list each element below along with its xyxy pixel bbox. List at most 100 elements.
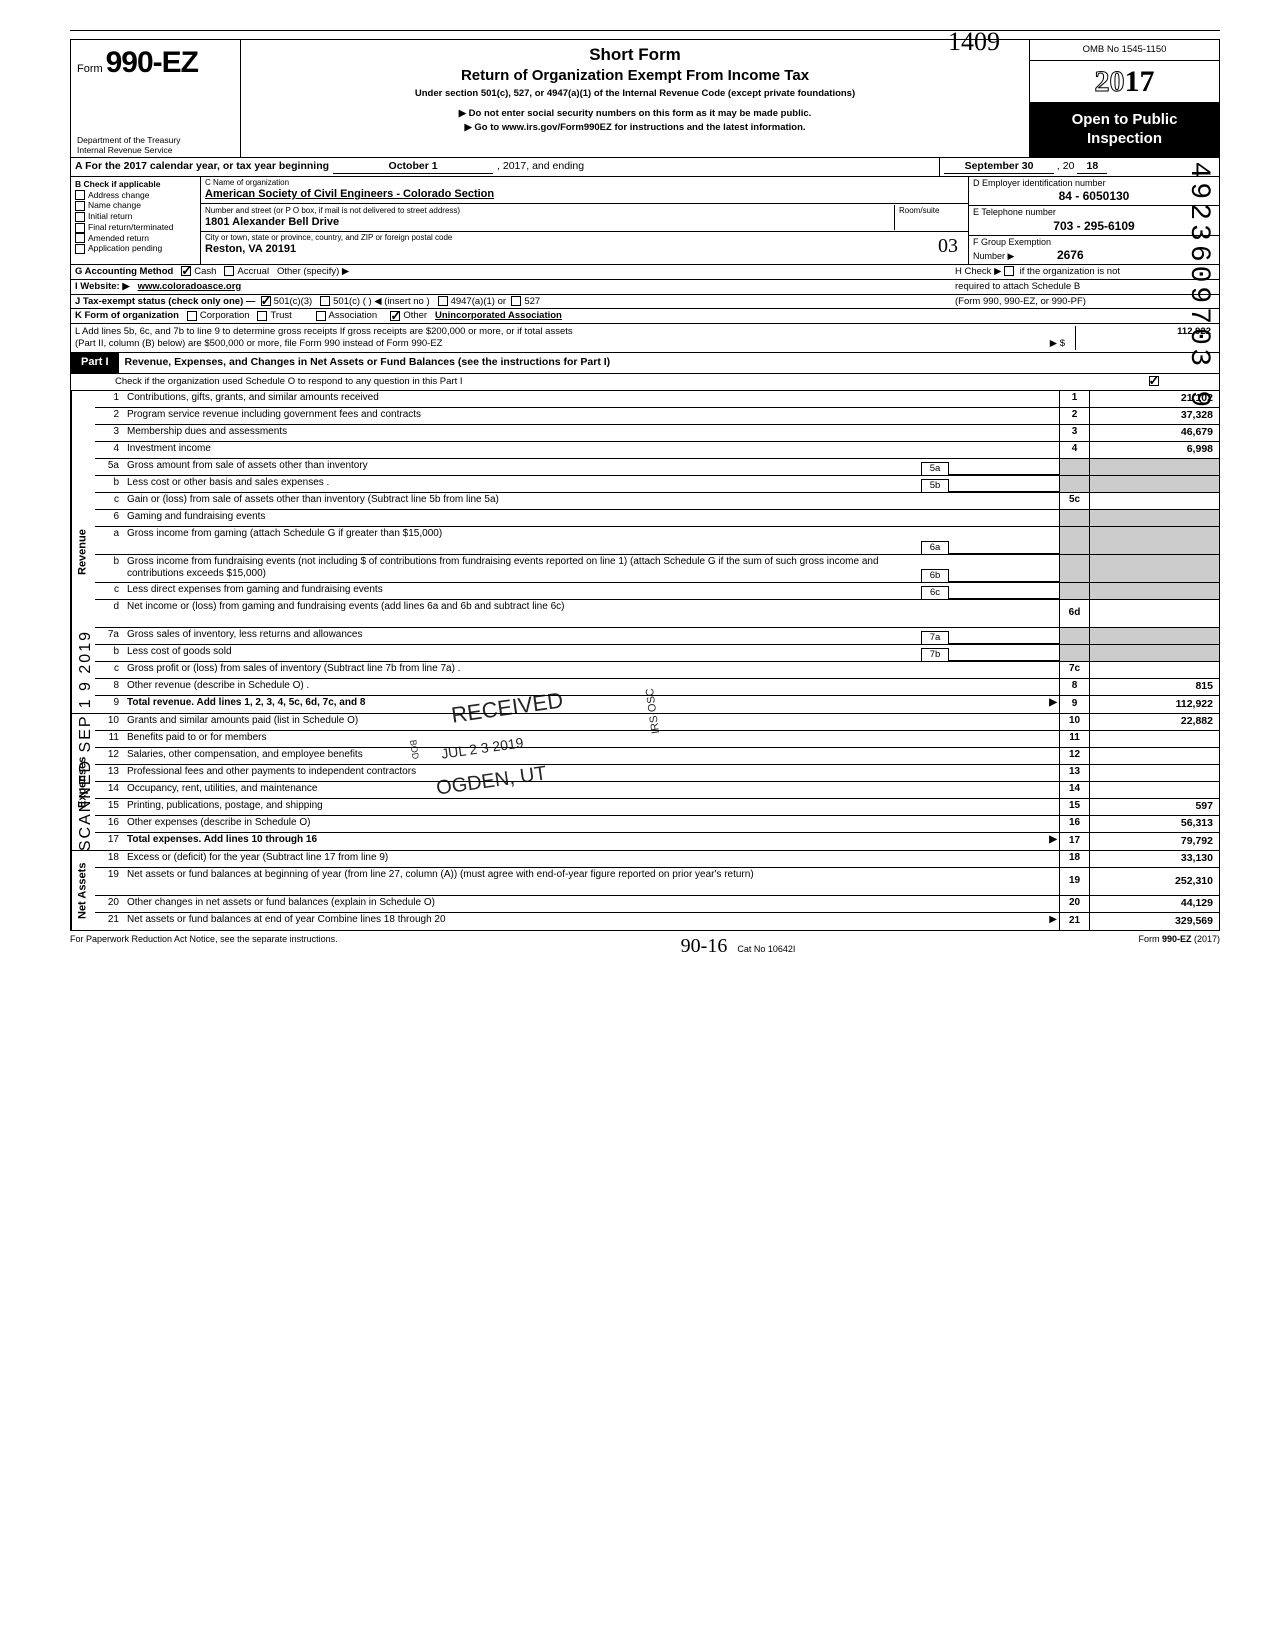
checkbox-527[interactable]	[511, 296, 521, 306]
form-number: 990-EZ	[106, 46, 198, 79]
line-7a: 7a Gross sales of inventory, less return…	[95, 628, 1219, 645]
year-outline: 20	[1095, 65, 1125, 98]
col-b-item: Initial return	[75, 211, 196, 222]
footer-paperwork: For Paperwork Reduction Act Notice, see …	[70, 934, 338, 959]
revenue-section: Revenue 1 Contributions, gifts, grants, …	[70, 391, 1220, 714]
checkbox-corporation[interactable]	[187, 311, 197, 321]
footer-handwritten: 90-16	[681, 935, 728, 957]
line-c: c Less direct expenses from gaming and f…	[95, 583, 1219, 600]
bcd-block: B Check if applicable Address changeName…	[70, 177, 1220, 265]
col-b-item: Final return/terminated	[75, 222, 196, 233]
checkbox-b-item[interactable]	[75, 201, 85, 211]
row-l-text2: (Part II, column (B) below) are $500,000…	[75, 338, 443, 349]
org-address: 1801 Alexander Bell Drive	[205, 216, 339, 228]
h-check-text: if the organization is not	[1017, 266, 1120, 277]
checkbox-schedule-o[interactable]	[1149, 376, 1159, 386]
other-org-value: Unincorporated Association	[435, 310, 562, 321]
line-3: 3 Membership dues and assessments 3 46,6…	[95, 425, 1219, 442]
website-label: I Website: ▶	[75, 281, 130, 292]
h-check-label: H Check ▶	[955, 266, 1004, 277]
checkbox-b-item[interactable]	[75, 244, 85, 254]
checkbox-trust[interactable]	[257, 311, 267, 321]
line-19: 19 Net assets or fund balances at beginn…	[95, 868, 1219, 896]
row-l: L Add lines 5b, 6c, and 7b to line 9 to …	[70, 324, 1220, 353]
checkbox-association[interactable]	[316, 311, 326, 321]
line-5a: 5a Gross amount from sale of assets othe…	[95, 459, 1219, 476]
col-b: B Check if applicable Address changeName…	[71, 177, 201, 264]
ein-label: D Employer identification number	[973, 178, 1106, 188]
checkbox-501c3[interactable]	[261, 296, 271, 306]
line-12: 12 Salaries, other compensation, and emp…	[95, 748, 1219, 765]
col-b-item: Amended return	[75, 233, 196, 244]
row-a-yr-prefix: , 20	[1057, 160, 1075, 172]
line-1: 1 Contributions, gifts, grants, and simi…	[95, 391, 1219, 408]
org-city: Reston, VA 20191	[205, 243, 964, 257]
checkbox-501c[interactable]	[320, 296, 330, 306]
checkbox-b-item[interactable]	[75, 190, 85, 200]
line-8: 8 Other revenue (describe in Schedule O)…	[95, 679, 1219, 696]
org-name: American Society of Civil Engineers - Co…	[205, 188, 964, 202]
cash-label: Cash	[194, 266, 216, 277]
subtitle: Under section 501(c), 527, or 4947(a)(1)…	[253, 88, 1017, 100]
netassets-label: Net Assets	[71, 851, 95, 930]
checkbox-cash[interactable]	[181, 266, 191, 276]
row-g: G Accounting Method Cash Accrual Other (…	[70, 265, 1220, 280]
row-j: J Tax-exempt status (check only one) — 5…	[70, 295, 1220, 310]
row-a-tax-year: A For the 2017 calendar year, or tax yea…	[70, 158, 1220, 177]
handwritten-top: 1409	[948, 26, 1000, 59]
form990-text: (Form 990, 990-EZ, or 990-PF)	[955, 296, 1215, 308]
group-exempt-label: F Group Exemption	[973, 237, 1051, 247]
part1-title: Revenue, Expenses, and Changes in Net As…	[119, 353, 1219, 372]
checkbox-4947[interactable]	[438, 296, 448, 306]
row-k: K Form of organization Corporation Trust…	[70, 309, 1220, 324]
margin-code-right: 29492360970З 9	[1181, 120, 1216, 411]
c-name-label: C Name of organization	[205, 178, 964, 188]
omb-number: OMB No 1545-1150	[1030, 40, 1219, 61]
line-11: 11 Benefits paid to or for members 11	[95, 731, 1219, 748]
col-c: C Name of organization American Society …	[201, 177, 969, 264]
website-value: www.coloradoasce.org	[138, 281, 242, 292]
part1-header: Part I Revenue, Expenses, and Changes in…	[70, 353, 1220, 374]
corporation-label: Corporation	[200, 310, 250, 321]
col-b-header: B Check if applicable	[75, 179, 161, 189]
line-9: 9 Total revenue. Add lines 1, 2, 3, 4, 5…	[95, 696, 1219, 713]
association-label: Association	[329, 310, 378, 321]
accrual-label: Accrual	[237, 266, 269, 277]
line-15: 15 Printing, publications, postage, and …	[95, 799, 1219, 816]
expenses-section: Expenses 10 Grants and similar amounts p…	[70, 714, 1220, 851]
revenue-label: Revenue	[71, 391, 95, 713]
line-20: 20 Other changes in net assets or fund b…	[95, 896, 1219, 913]
col-b-item: Name change	[75, 200, 196, 211]
checkbox-b-item[interactable]	[75, 212, 85, 222]
row-l-arrow: ▶ $	[1050, 338, 1065, 350]
part1-tab: Part I	[71, 353, 119, 373]
line-10: 10 Grants and similar amounts paid (list…	[95, 714, 1219, 731]
room-label: Room/suite	[899, 206, 939, 215]
col-b-item: Address change	[75, 190, 196, 201]
expenses-label: Expenses	[71, 714, 95, 850]
page-footer: For Paperwork Reduction Act Notice, see …	[70, 931, 1220, 962]
schedule-b-text: required to attach Schedule B	[955, 281, 1215, 293]
checkbox-h[interactable]	[1004, 266, 1014, 276]
line-18: 18 Excess or (deficit) for the year (Sub…	[95, 851, 1219, 868]
netassets-section: Net Assets 18 Excess or (deficit) for th…	[70, 851, 1220, 931]
checkbox-other-org[interactable]	[390, 311, 400, 321]
dept-irs: Internal Revenue Service	[77, 146, 234, 155]
line-b: b Less cost of goods sold 7b	[95, 645, 1219, 662]
group-exempt-value: 2676	[1057, 248, 1084, 262]
line-c: c Gain or (loss) from sale of assets oth…	[95, 493, 1219, 510]
checkbox-b-item[interactable]	[75, 223, 85, 233]
row-a-label: A For the 2017 calendar year, or tax yea…	[75, 160, 329, 173]
footer-form-no: 990-EZ	[1162, 934, 1192, 944]
instr-ssn: ▶ Do not enter social security numbers o…	[253, 108, 1017, 120]
checkbox-accrual[interactable]	[224, 266, 234, 276]
tax-year-end-month: September 30	[944, 160, 1054, 174]
checkbox-b-item[interactable]	[75, 233, 85, 243]
form-of-org-label: K Form of organization	[75, 310, 179, 321]
year-bold: 17	[1125, 65, 1155, 98]
line-c: c Gross profit or (loss) from sales of i…	[95, 662, 1219, 679]
city-label: City or town, state or province, country…	[205, 233, 964, 243]
527-label: 527	[524, 296, 540, 307]
501c-label: 501(c) ( ) ◀ (insert no )	[333, 296, 430, 307]
accounting-method-label: G Accounting Method	[75, 266, 173, 277]
